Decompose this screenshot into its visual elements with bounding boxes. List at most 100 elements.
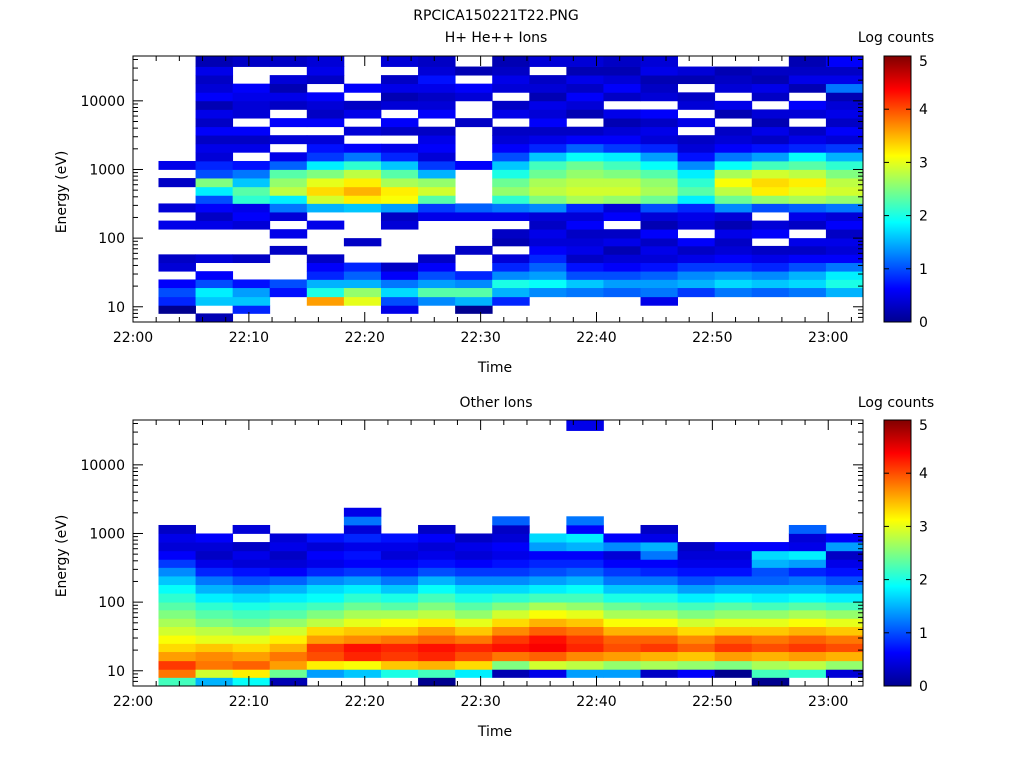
heatmap-cell xyxy=(455,287,493,298)
heatmap-cell xyxy=(232,279,271,289)
heatmap-cell xyxy=(751,576,790,586)
heatmap-cell xyxy=(529,126,567,136)
heatmap-cell xyxy=(492,229,530,239)
heatmap-cell xyxy=(343,160,382,170)
heatmap-cell xyxy=(232,287,271,298)
heatmap-cell xyxy=(306,66,345,76)
heatmap-cell xyxy=(640,229,678,239)
heatmap-cell xyxy=(195,83,234,93)
x-axis-ticks: 22:00 22:10 22:20 22:30 22:40 22:50 23:00 xyxy=(113,420,852,710)
heatmap-cell xyxy=(640,576,678,586)
heatmap-cell xyxy=(455,533,493,543)
heatmap-cell xyxy=(751,83,790,93)
heatmap-cell xyxy=(566,186,604,196)
heatmap-cell xyxy=(380,75,419,85)
heatmap-cell xyxy=(751,584,790,594)
heatmap-cell xyxy=(677,195,716,204)
x-tick-label: 22:10 xyxy=(229,694,269,710)
heatmap-cell xyxy=(566,567,604,577)
heatmap-cell xyxy=(380,92,419,102)
heatmap-cell xyxy=(158,593,196,603)
heatmap-cell xyxy=(603,178,641,188)
heatmap-cell xyxy=(825,618,864,628)
heatmap-cell xyxy=(158,635,196,644)
heatmap-cell xyxy=(232,618,271,628)
heatmap-cell xyxy=(566,178,604,188)
heatmap-cell xyxy=(343,524,382,534)
heatmap-cell xyxy=(232,203,271,213)
heatmap-cell xyxy=(566,279,604,289)
heatmap-cell xyxy=(418,279,456,289)
heatmap-cell xyxy=(418,126,456,136)
heatmap-cell xyxy=(343,651,382,662)
heatmap-cell xyxy=(788,178,827,188)
x-tick-label: 22:10 xyxy=(229,330,269,346)
heatmap-cell xyxy=(640,635,678,644)
heatmap-cell xyxy=(306,609,345,619)
heatmap-cell xyxy=(714,602,753,611)
heatmap-cell xyxy=(529,618,567,628)
heatmap-cell xyxy=(603,126,641,136)
heatmap-cell xyxy=(380,262,419,272)
heatmap-cell xyxy=(418,602,456,611)
heatmap-cell xyxy=(603,143,641,153)
heatmap-cell xyxy=(788,220,827,230)
heatmap-cell xyxy=(343,516,382,526)
heatmap-cell xyxy=(603,271,641,280)
heatmap-cell xyxy=(640,584,678,594)
heatmap-cell xyxy=(380,118,419,128)
heatmap-cell xyxy=(640,75,678,85)
heatmap-cell xyxy=(492,160,530,170)
heatmap-cell xyxy=(714,245,753,255)
heatmap-cell xyxy=(714,126,753,136)
heatmap-cell xyxy=(232,143,271,153)
heatmap-cell xyxy=(195,195,234,204)
heatmap-cell xyxy=(195,618,234,628)
heatmap-cell xyxy=(825,593,864,603)
heatmap-cell xyxy=(380,550,419,560)
heatmap-cell xyxy=(788,524,827,534)
heatmap-cell xyxy=(566,254,604,264)
heatmap-cell xyxy=(603,66,641,76)
heatmap-cell xyxy=(566,66,604,76)
heatmap-cell xyxy=(529,279,567,289)
y-tick-label: 10 xyxy=(107,664,125,680)
heatmap-cell xyxy=(788,203,827,213)
heatmap-cell xyxy=(751,160,790,170)
heatmap-cell xyxy=(195,669,234,678)
panel-h-he-ions: H+ He++ Ions Log counts 22:00 22:10 22:20 2… xyxy=(54,30,934,376)
heatmap-cell xyxy=(825,567,864,577)
heatmap-cell xyxy=(566,160,604,170)
heatmap-cell xyxy=(788,186,827,196)
heatmap-cell xyxy=(195,75,234,85)
heatmap-cell xyxy=(380,576,419,586)
heatmap-cell xyxy=(751,135,790,145)
heatmap-cell xyxy=(195,626,234,636)
heatmap-cell xyxy=(825,83,864,93)
heatmap-cell xyxy=(677,626,716,636)
colorbar-tick-label: 1 xyxy=(919,262,928,278)
x-tick-label: 22:50 xyxy=(692,694,732,710)
heatmap-cell xyxy=(269,56,308,67)
heatmap-cell xyxy=(788,100,827,110)
heatmap-cell xyxy=(677,602,716,611)
heatmap-cell xyxy=(269,279,308,289)
heatmap-cell xyxy=(603,262,641,272)
heatmap-cell xyxy=(714,279,753,289)
heatmap-cell xyxy=(306,186,345,196)
heatmap-cell xyxy=(492,602,530,611)
heatmap-cell xyxy=(603,245,641,255)
heatmap-cell xyxy=(195,593,234,603)
heatmap-cell xyxy=(380,152,419,162)
heatmap-cell xyxy=(195,109,234,119)
heatmap-cell xyxy=(418,92,456,102)
colorbar-tick-label: 1 xyxy=(919,626,928,642)
heatmap-cell xyxy=(640,203,678,213)
heatmap-cell xyxy=(232,651,271,662)
heatmap-cell xyxy=(714,75,753,85)
heatmap-cell xyxy=(195,186,234,196)
heatmap-cell xyxy=(566,195,604,204)
heatmap-cell xyxy=(751,203,790,213)
heatmap-cell xyxy=(232,576,271,586)
heatmap-cell xyxy=(232,626,271,636)
